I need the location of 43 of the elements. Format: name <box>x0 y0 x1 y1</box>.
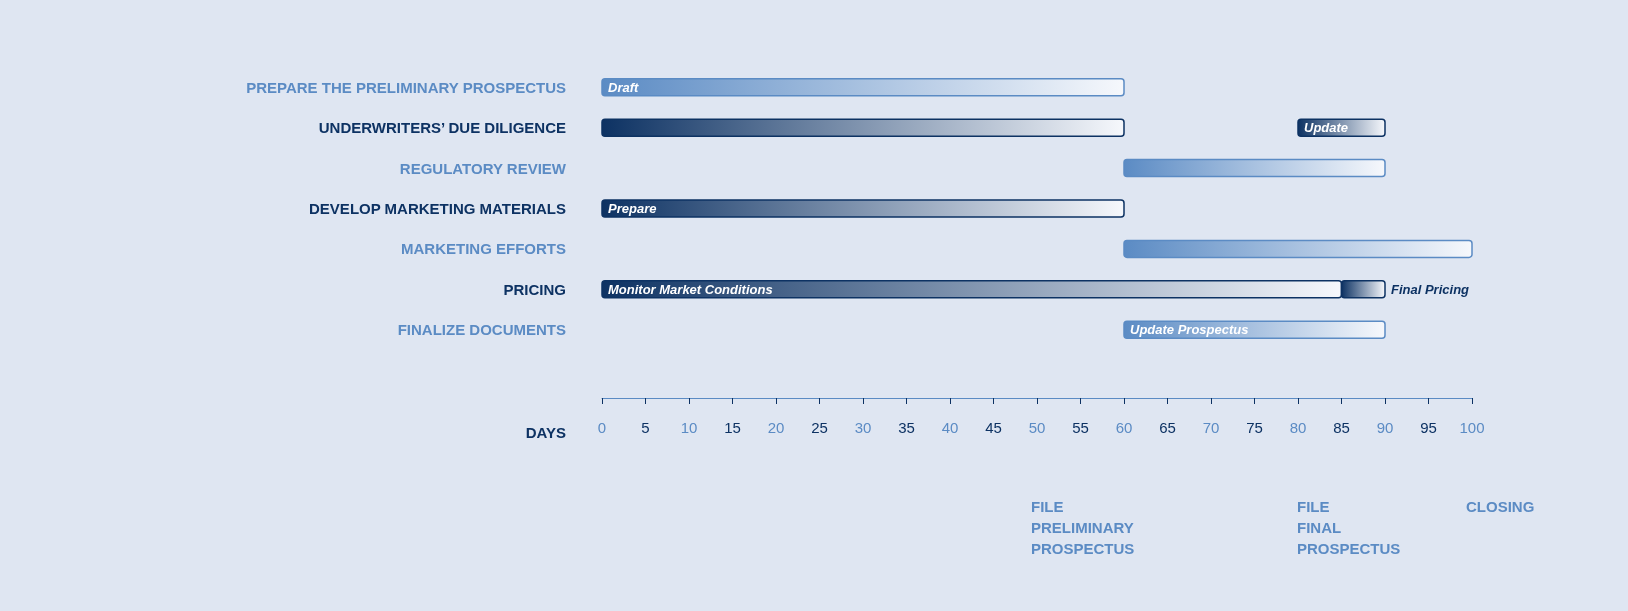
x-tick-label: 10 <box>680 419 698 436</box>
y-tick-label: FINALIZE DOCUMENTS <box>397 321 566 339</box>
x-tick-label: 0 <box>597 419 607 436</box>
x-tick-label: 80 <box>1289 419 1307 436</box>
x-tick-label: 35 <box>898 419 915 436</box>
x-tick-label: 75 <box>1246 419 1263 436</box>
y-tick-label: DEVELOP MARKETING MATERIALS <box>309 200 566 217</box>
annotation: Final Pricing <box>1391 281 1470 297</box>
x-tick-label: 100 <box>1459 419 1485 436</box>
x-tick-label: 20 <box>767 419 785 436</box>
text: FILE PRELIMINARY PROSPECTUS <box>1031 498 1135 557</box>
text: CLOSING <box>1466 498 1535 515</box>
x-tick-label: 85 <box>1333 419 1350 436</box>
annotation: Update Prospectus <box>1130 322 1249 338</box>
x-tick-label: 30 <box>854 419 872 436</box>
annotation: Update <box>1304 120 1349 136</box>
bar <box>601 77 1125 97</box>
bar <box>1123 158 1386 178</box>
x-tick-label: 60 <box>1115 419 1133 436</box>
annotation: Monitor Market Conditions <box>608 281 773 297</box>
annotation: Draft <box>608 79 640 95</box>
y-tick-label: REGULATORY REVIEW <box>399 159 567 177</box>
x-tick-label: 40 <box>941 419 959 436</box>
x-tick-label: 65 <box>1159 419 1176 436</box>
y-tick-label: PRICING <box>503 280 566 298</box>
x-tick-label: 90 <box>1376 419 1394 436</box>
y-tick-label: UNDERWRITERS’ DUE DILIGENCE <box>318 119 566 137</box>
x-tick-label: 55 <box>1072 419 1089 436</box>
x-tick-label: 45 <box>985 419 1002 436</box>
x-tick-label: 70 <box>1202 419 1220 436</box>
x-tick-label: 15 <box>724 419 741 436</box>
bar <box>601 199 1125 218</box>
y-tick-label: PREPARE THE PRELIMINARY PROSPECTUS <box>246 78 566 96</box>
x-tick-label: 50 <box>1028 419 1046 436</box>
x-tick-label: 5 <box>641 419 650 436</box>
x-tick-label: 95 <box>1420 419 1437 436</box>
bar <box>1123 239 1473 259</box>
x-axis-title: DAYS <box>525 424 567 441</box>
bar <box>601 118 1125 137</box>
x-tick-label: 25 <box>811 419 828 436</box>
text: FILE FINAL PROSPECTUS <box>1297 498 1401 557</box>
annotation: Prepare <box>608 201 657 216</box>
y-tick-label: MARKETING EFFORTS <box>401 240 566 258</box>
